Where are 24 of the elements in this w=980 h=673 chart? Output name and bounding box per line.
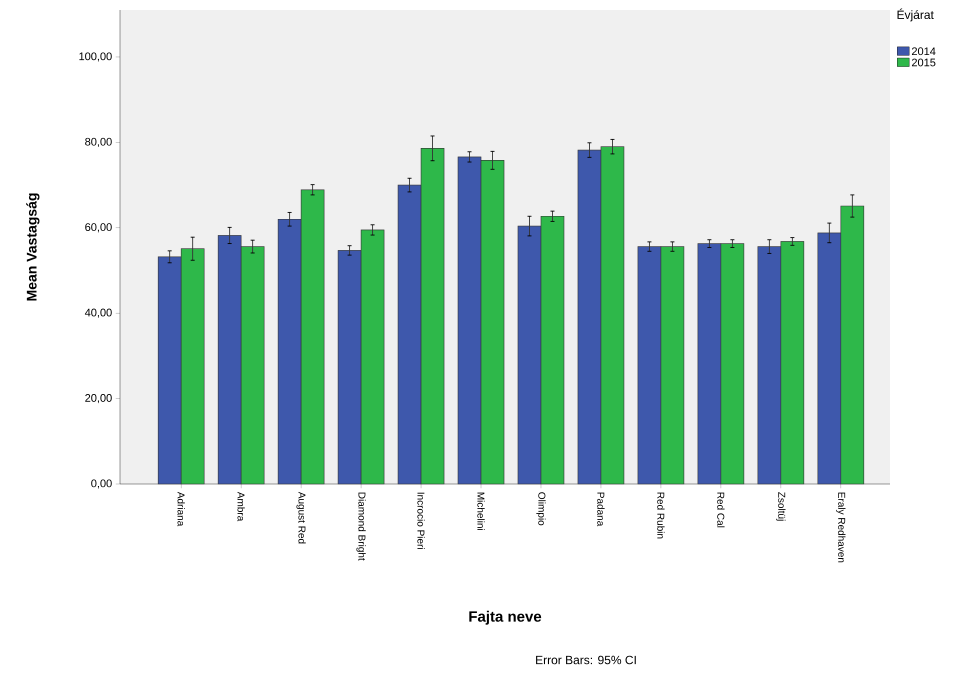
x-tick-label: Padana [597, 492, 605, 526]
x-tick-label: Michelini [477, 492, 485, 530]
y-tick-label: 20,00 [85, 394, 112, 404]
x-tick-label: Zsoltüj [776, 492, 786, 521]
x-tick-label: Ambra [237, 492, 245, 522]
x-tick-label: Incrocio Pieri [417, 492, 425, 549]
text: Error Bars: 95% CI [536, 656, 636, 664]
legend-title: Évjárat [898, 8, 934, 22]
x-axis-title: Fajta neve [469, 610, 542, 625]
y-tick-label: 100,00 [79, 52, 112, 62]
x-tick-label: Adriana [178, 492, 185, 526]
y-tick-label: 0,00 [91, 479, 112, 489]
x-tick-label: Diamond Bright [356, 492, 366, 561]
y-tick-label: 60,00 [85, 223, 112, 232]
x-tick-label: Red Rubin [657, 492, 665, 538]
x-tick-label: Eraly Redhaven [836, 492, 846, 562]
y-axis-title: Mean Vastagság [26, 193, 40, 301]
y-tick-label: 40,00 [84, 308, 112, 318]
x-tick-label: August Red [296, 492, 306, 544]
x-tick-label: Olimpio [536, 492, 546, 526]
legend-label: 2015 [912, 58, 936, 66]
x-tick-label: Red Cal [717, 492, 725, 528]
legend-label: 2014 [912, 47, 936, 56]
y-tick-label: 80,00 [85, 138, 112, 147]
